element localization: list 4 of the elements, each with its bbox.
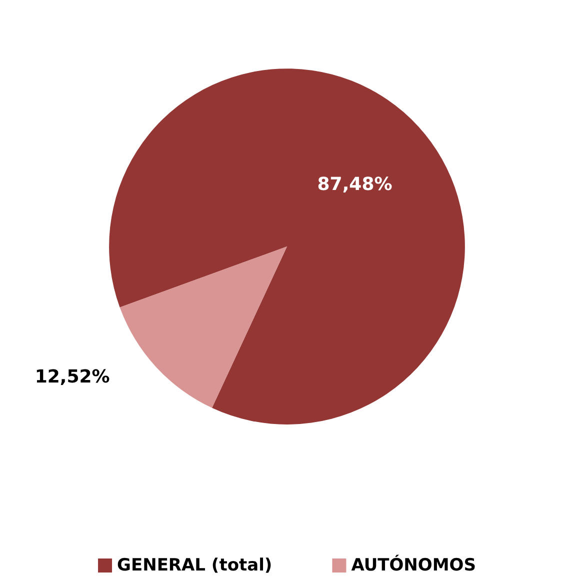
data-label: 12,52% xyxy=(34,366,110,388)
data-label: 87,48% xyxy=(317,174,392,195)
legend-label: AUTÓNOMOS xyxy=(351,554,476,576)
legend-label: GENERAL (total) xyxy=(117,556,272,576)
